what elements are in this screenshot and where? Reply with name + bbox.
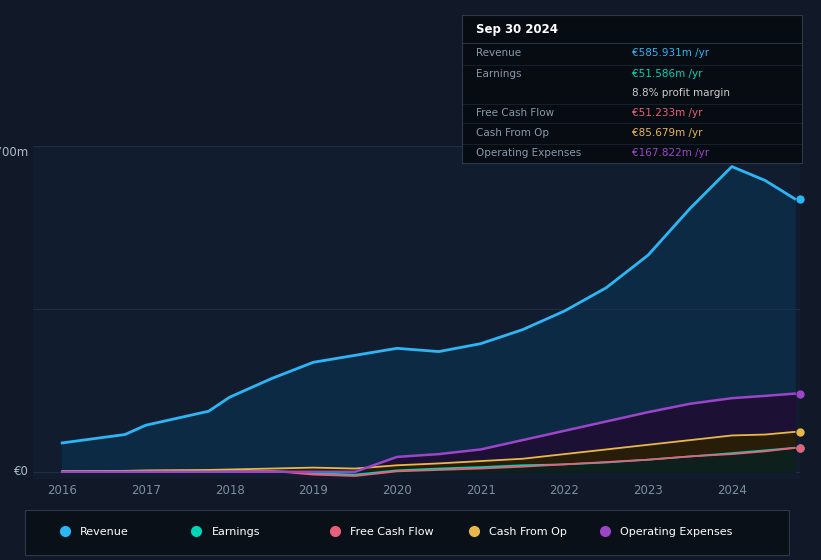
Text: €700m: €700m [0, 146, 29, 158]
Text: Earnings: Earnings [211, 527, 260, 537]
Text: Free Cash Flow: Free Cash Flow [351, 527, 434, 537]
FancyBboxPatch shape [25, 510, 789, 554]
Text: Earnings: Earnings [475, 69, 521, 79]
Text: €0: €0 [14, 465, 29, 478]
Text: €85.679m /yr: €85.679m /yr [632, 128, 703, 138]
Text: €585.931m /yr: €585.931m /yr [632, 49, 709, 58]
Text: Revenue: Revenue [80, 527, 129, 537]
Text: Cash From Op: Cash From Op [489, 527, 567, 537]
Text: Free Cash Flow: Free Cash Flow [475, 108, 553, 118]
Text: Operating Expenses: Operating Expenses [621, 527, 733, 537]
Text: 8.8% profit margin: 8.8% profit margin [632, 88, 730, 99]
Text: Revenue: Revenue [475, 49, 521, 58]
Text: €51.586m /yr: €51.586m /yr [632, 69, 703, 79]
Text: €167.822m /yr: €167.822m /yr [632, 148, 709, 158]
Text: Sep 30 2024: Sep 30 2024 [475, 24, 557, 36]
Text: Cash From Op: Cash From Op [475, 128, 548, 138]
Text: €51.233m /yr: €51.233m /yr [632, 108, 703, 118]
Text: Operating Expenses: Operating Expenses [475, 148, 580, 158]
